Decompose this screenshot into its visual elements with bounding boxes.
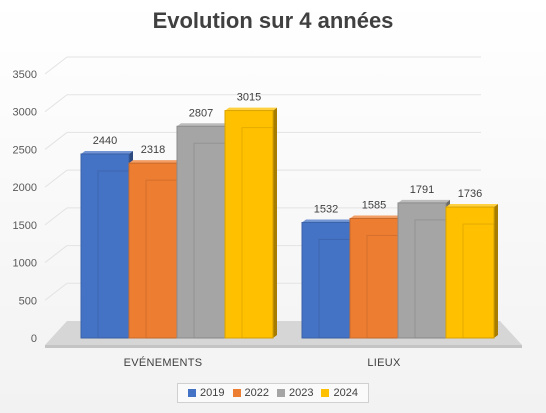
- y-tick-label: 1500: [13, 220, 37, 232]
- legend-label: 2023: [289, 387, 314, 399]
- bar-inner-edge: [462, 223, 495, 339]
- chart-floor-edge: [45, 345, 522, 348]
- data-label: 3015: [237, 92, 261, 104]
- y-tick-label: 2500: [13, 144, 37, 156]
- data-label: 2440: [93, 135, 117, 147]
- bar-2019-0: [80, 150, 133, 339]
- x-axis-categories: EVÉNEMENTS LIEUX: [124, 356, 401, 369]
- bar-front: [349, 217, 399, 339]
- bar-top: [225, 107, 277, 111]
- bar-2022-1: [349, 215, 402, 339]
- bar-front: [301, 221, 351, 339]
- gridline-side: [44, 169, 68, 188]
- bar-front: [397, 202, 447, 339]
- bar-front: [176, 125, 226, 339]
- legend-item: 2022: [232, 387, 269, 399]
- legend-label: 2022: [244, 387, 269, 399]
- y-axis-ticks: 0 500 1000 1500 2000 2500 3000 3500: [13, 69, 37, 345]
- x-category-label: EVÉNEMENTS: [124, 356, 203, 369]
- x-category-label: LIEUX: [367, 357, 401, 369]
- bar-top: [350, 215, 402, 219]
- data-label: 1532: [314, 203, 338, 215]
- gridline-side: [44, 94, 68, 113]
- bar-top: [177, 123, 229, 127]
- bar-top: [129, 160, 181, 164]
- data-labels: 2440 2318 2807 3015 1532 1585 1791 1736: [93, 92, 482, 216]
- bar-side: [494, 204, 498, 338]
- bar-front: [445, 206, 495, 339]
- data-label: 1736: [458, 188, 482, 200]
- y-tick-label: 1000: [13, 258, 37, 270]
- gridline-side: [44, 56, 68, 75]
- data-label: 1585: [362, 199, 386, 211]
- bar-2019-1: [301, 219, 354, 339]
- bar-top: [446, 204, 498, 208]
- data-label: 2318: [141, 144, 165, 156]
- bar-inner-edge: [241, 127, 274, 339]
- legend-item: 2024: [321, 387, 358, 399]
- chart-title: Evolution sur 4 années: [152, 8, 394, 33]
- y-tick-label: 500: [19, 295, 37, 307]
- y-tick-label: 0: [31, 333, 37, 345]
- legend-label: 2019: [200, 387, 225, 399]
- bar-2022-0: [128, 160, 181, 339]
- bar-2023-0: [176, 123, 229, 339]
- bar-top: [81, 150, 133, 154]
- data-label: 1791: [410, 184, 434, 196]
- bar-top: [398, 199, 450, 203]
- legend: 2019 2022 2023 2024: [0, 383, 546, 403]
- y-tick-label: 3000: [13, 107, 37, 119]
- legend-box: 2019 2022 2023 2024: [177, 383, 369, 403]
- bar-top: [302, 219, 354, 223]
- bars: [80, 107, 498, 339]
- bar-front: [224, 110, 274, 339]
- legend-swatch: [321, 389, 330, 397]
- bar-side: [273, 107, 277, 338]
- legend-item: 2023: [277, 387, 313, 399]
- bar-front: [80, 153, 130, 339]
- data-label: 2807: [189, 107, 213, 119]
- bar-2023-1: [397, 199, 450, 339]
- gridline-side: [44, 132, 68, 150]
- gridline-side: [44, 207, 68, 226]
- legend-swatch: [277, 389, 285, 397]
- y-tick-label: 2000: [13, 182, 37, 194]
- legend-item: 2019: [188, 387, 225, 399]
- bar-front: [128, 162, 178, 339]
- legend-label: 2024: [333, 387, 358, 399]
- legend-swatch: [232, 389, 241, 397]
- gridline-side: [44, 282, 68, 301]
- y-tick-label: 3500: [13, 69, 37, 81]
- legend-swatch: [188, 389, 197, 397]
- gridline-side: [44, 245, 68, 263]
- bar-2024-0: [224, 107, 277, 339]
- bar-2024-1: [445, 204, 498, 339]
